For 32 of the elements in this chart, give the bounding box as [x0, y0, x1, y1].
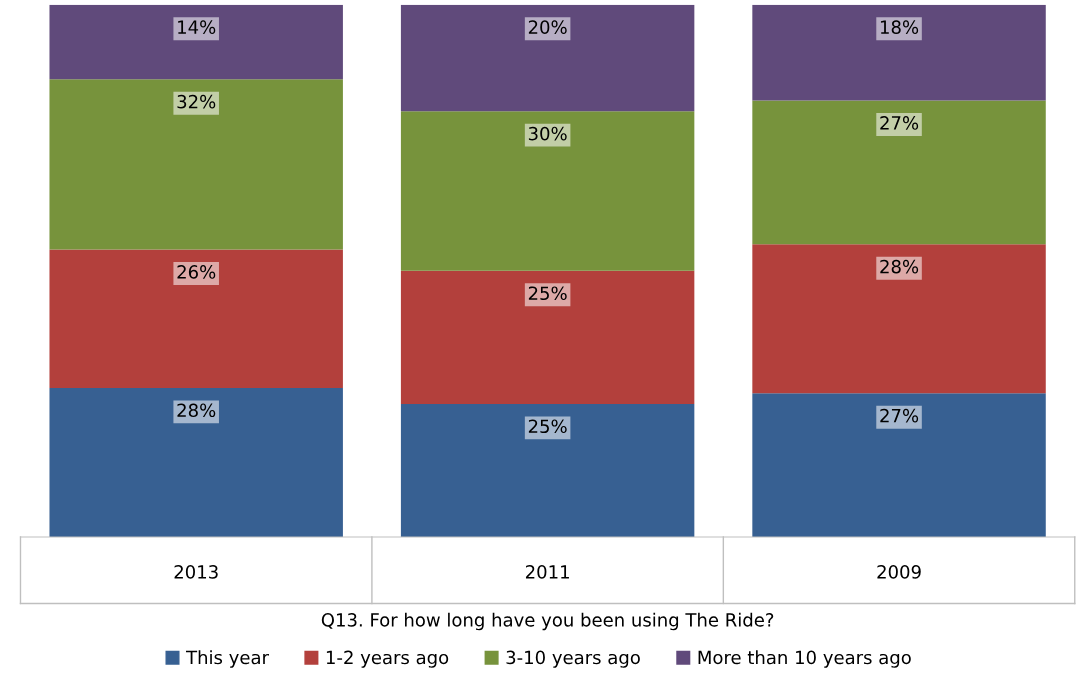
data-label: 25% — [528, 419, 567, 434]
bar — [752, 100, 1046, 245]
bar — [400, 403, 695, 537]
bar — [49, 387, 343, 537]
data-label: 20% — [528, 20, 567, 34]
bar — [49, 79, 343, 250]
data-label: 14% — [178, 20, 216, 34]
data-label: 26% — [177, 265, 216, 279]
legend-label: This year — [186, 650, 269, 668]
data-label: 18% — [880, 20, 919, 34]
x-tick-label: 2009 — [877, 565, 921, 579]
x-tick-label: 2011 — [525, 565, 569, 579]
bar — [49, 249, 343, 388]
data-label: 25% — [528, 286, 567, 301]
data-label: 28% — [177, 403, 216, 418]
data-label: 32% — [177, 94, 216, 109]
legend-label: 3-10 years ago — [506, 650, 640, 668]
bar — [752, 393, 1046, 537]
x-tick-label: 2013 — [174, 565, 218, 579]
data-label: 27% — [880, 116, 919, 130]
bar — [400, 4, 695, 112]
data-label: 30% — [528, 126, 567, 141]
bar — [400, 111, 695, 271]
bar — [49, 4, 343, 80]
legend-label: More than 10 years ago — [698, 650, 911, 668]
x-axis-title: Q13. For how long have you been using The Ride? — [321, 612, 774, 631]
data-label: 28% — [880, 259, 919, 274]
bar — [400, 270, 695, 404]
data-label: 27% — [880, 408, 919, 423]
legend-label: 1-2 years ago — [326, 650, 449, 668]
bar — [752, 244, 1046, 394]
bar — [752, 4, 1046, 101]
